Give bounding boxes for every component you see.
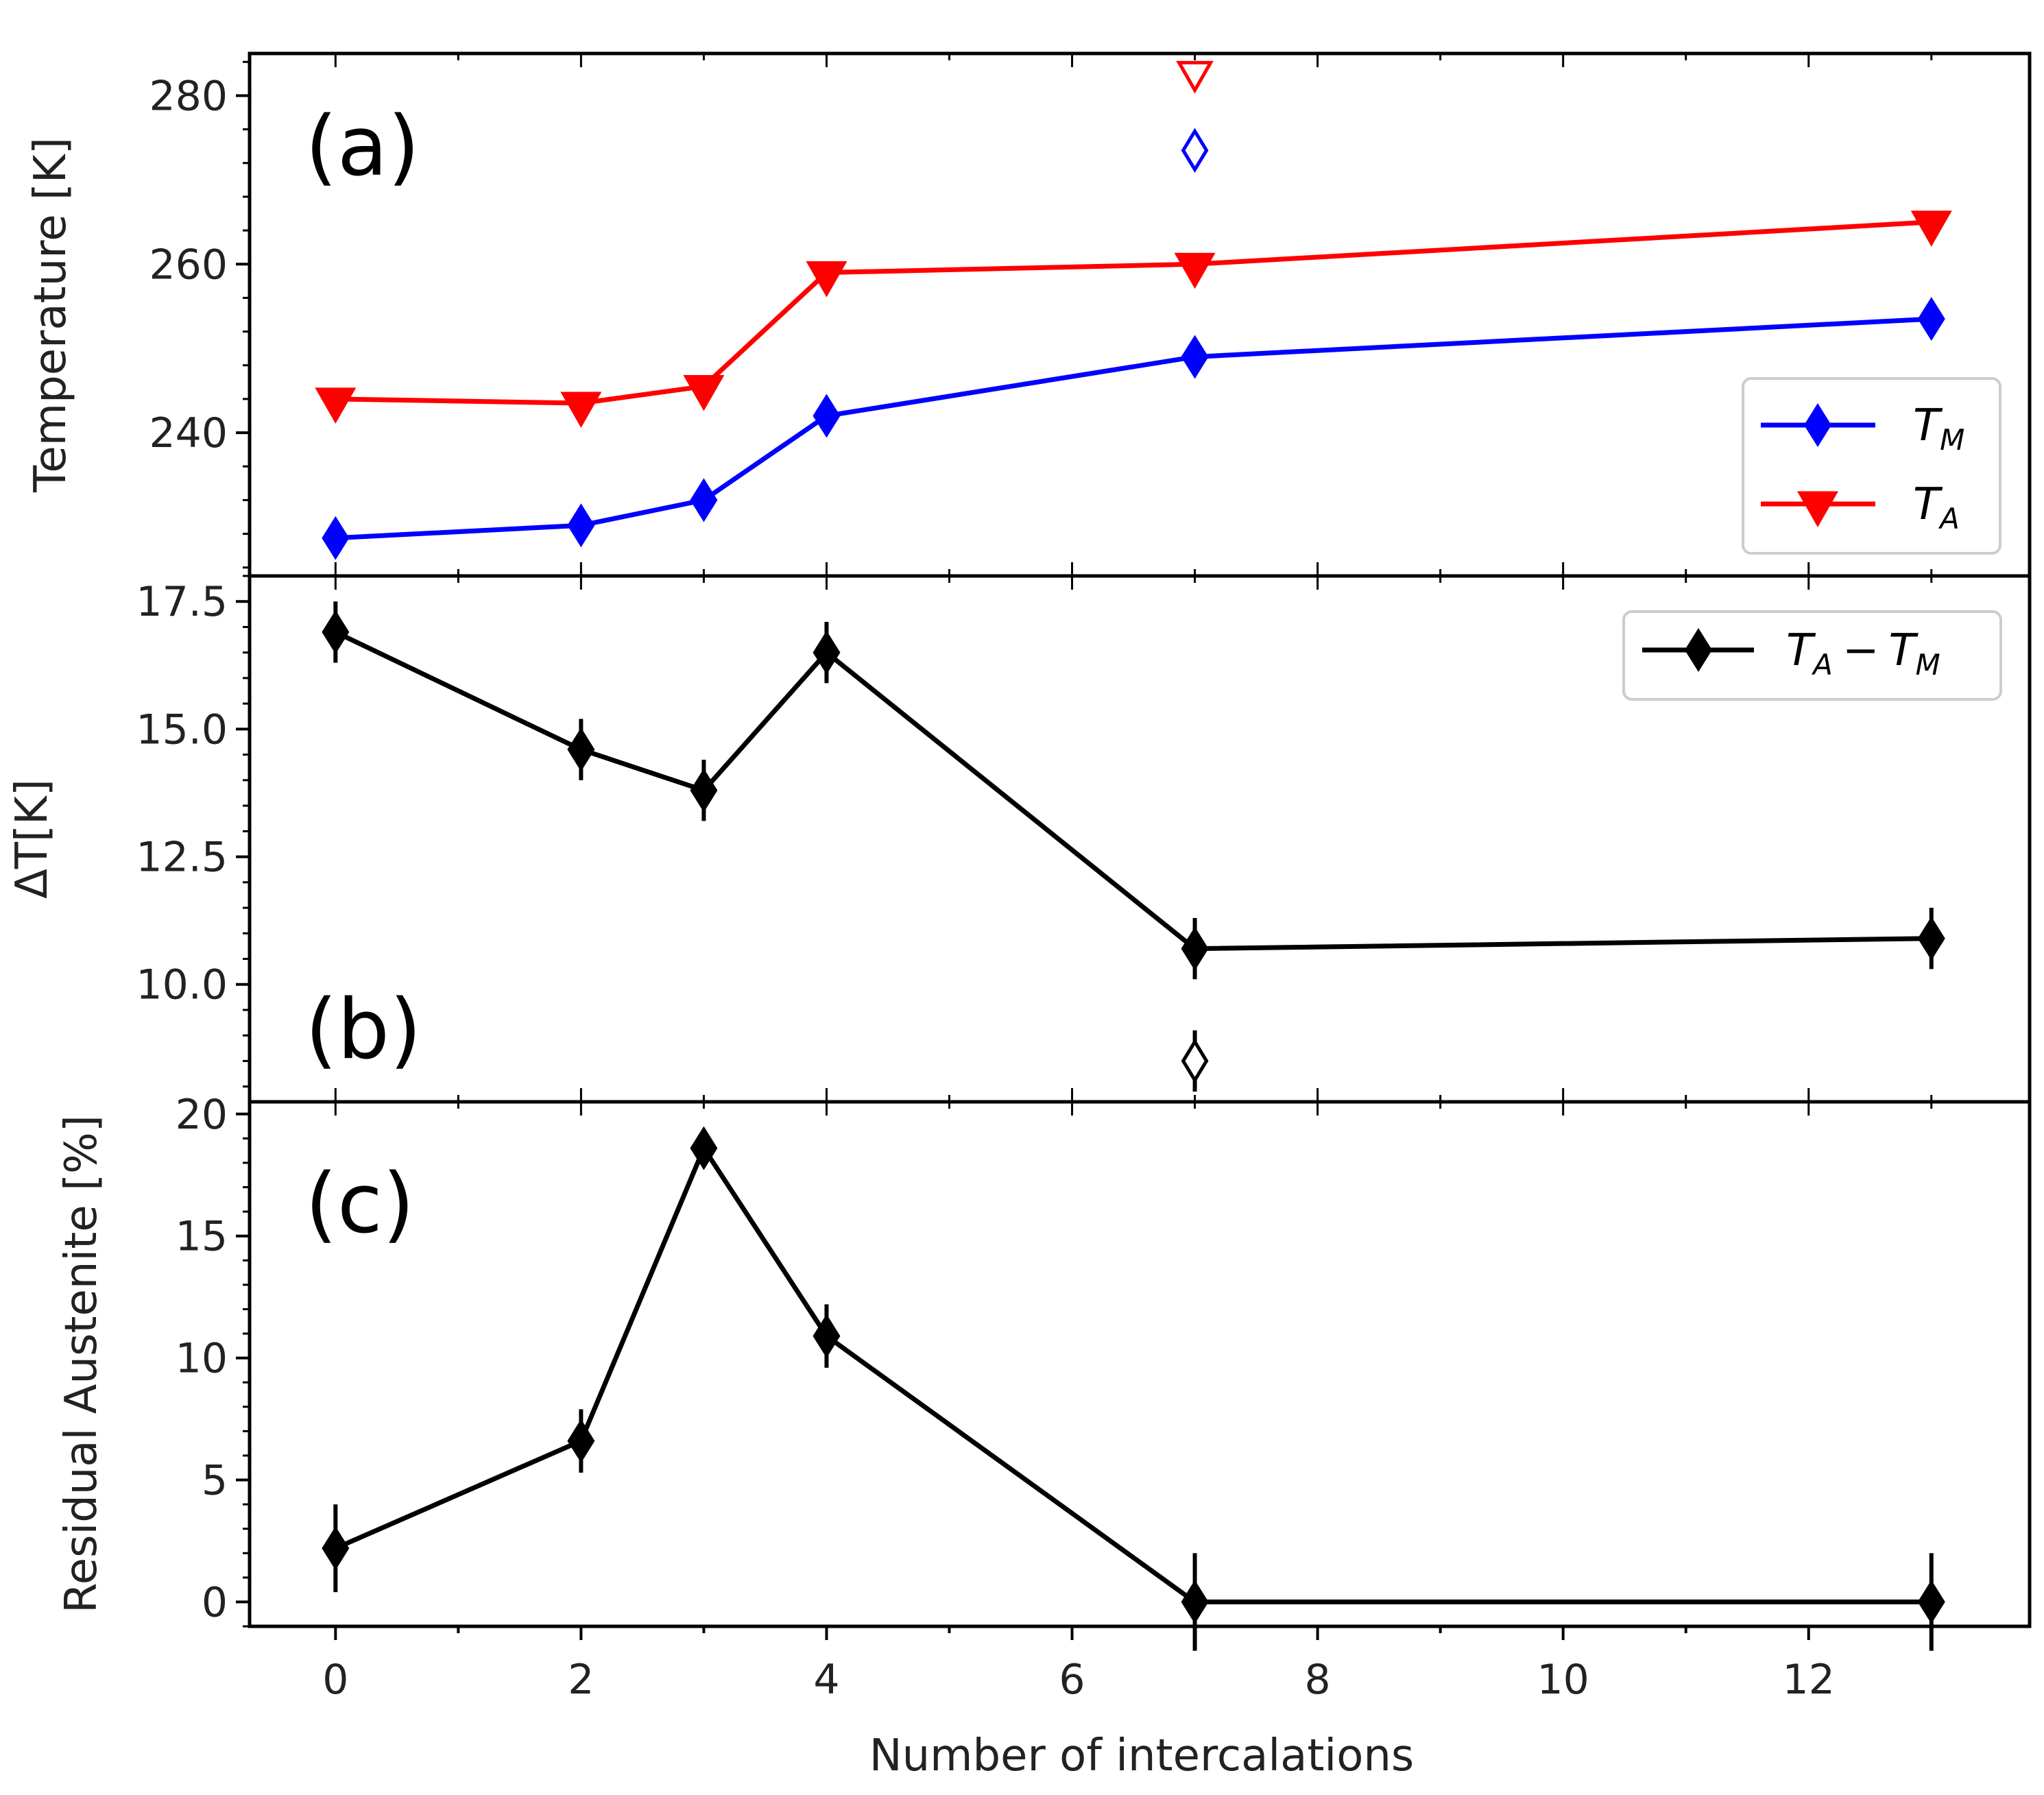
data-point-diamond [813,394,841,438]
data-point-diamond [567,503,595,548]
x-tick-label: 6 [1059,1656,1085,1704]
data-point-diamond [567,1419,595,1463]
panel-c: 0 5 10 15 20 Residual Austenite [%] (c) [56,1091,2032,1651]
data-point-diamond [690,478,718,522]
data-point-triangle [1910,210,1952,247]
legend-label-part: A [1811,648,1833,682]
x-tick-label: 4 [813,1656,839,1704]
open-point-diamond [1181,128,1209,173]
data-point-triangle [806,261,847,298]
data-point-triangle [1174,252,1216,289]
x-tick-label: 0 [322,1656,348,1704]
y-tick-label: 240 [149,409,228,457]
x-tick-label: 8 [1305,1656,1331,1704]
legend-label-part: T [1786,625,1816,676]
series-line-0 [334,1146,1932,1604]
series-line-1 [335,219,1932,406]
x-tick-label: 12 [1783,1656,1835,1704]
y-tick-label: 15 [176,1213,228,1261]
y-tick-label: 260 [149,241,228,289]
data-point-diamond [690,1126,718,1170]
legend-label: TA [1913,479,1960,535]
data-point-diamond [813,1314,841,1358]
data-point-triangle [683,374,725,411]
legend-marker [1804,403,1831,447]
legend-b: TA − TM [1622,610,2002,701]
x-tick-label: 2 [568,1656,594,1704]
data-point-diamond [1181,926,1209,971]
y-tick-label: 12.5 [136,834,228,882]
y-axis-title: ΔT[K] [7,779,58,899]
data-point-diamond [322,610,350,654]
y-tick-label: 10.0 [136,961,228,1009]
y-tick-label: 280 [149,72,228,120]
data-point-diamond [322,1526,350,1571]
data-point-diamond [1917,1580,1945,1624]
series-line-0 [335,316,1932,541]
panel-label: (a) [305,99,420,195]
legend-label-part: M [1916,648,1940,682]
data-point-triangle [560,391,602,429]
data-point-diamond [1917,297,1945,341]
series-line-0 [334,629,1932,952]
panel-label: (b) [305,983,422,1078]
legend-label-sub: A [1938,502,1960,535]
y-axis-title: Temperature [K] [25,137,76,493]
data-point-diamond [1181,335,1209,379]
y-tick-label: 0 [202,1578,228,1626]
y-axis-title: Residual Austenite [%] [56,1115,107,1613]
panel-label: (c) [305,1157,415,1252]
legend-label-main: T [1913,400,1943,451]
open-point-triangle [1176,60,1214,94]
data-point-diamond [690,768,718,812]
x-axis: 0 2 4 6 8 10 12 Number of intercalations [322,1656,1835,1781]
legend-label: TM [1913,400,1964,457]
y-tick-label: 17.5 [136,578,228,626]
legend-label-part: − [1842,625,1879,676]
legend-marker [1685,628,1712,672]
legend-label: TA − TM [1786,625,1940,682]
data-point-diamond [1181,1580,1209,1624]
legend-box [1742,377,2001,555]
axes-frame [248,1100,2032,1628]
legend-box [1622,610,2002,701]
x-axis-title: Number of intercalations [869,1731,1415,1781]
y-tick-label: 15.0 [136,706,228,754]
y-tick-label: 10 [176,1335,228,1383]
panel-a: 240 260 280 Temperature [K] (a) [25,51,2032,578]
open-point-diamond [1181,1038,1209,1084]
y-tick-label: 20 [176,1091,228,1139]
legend-label-part: T [1888,625,1919,676]
x-tick-label: 10 [1537,1656,1589,1704]
y-tick-label: 5 [202,1457,228,1505]
data-point-diamond [813,630,841,675]
legend-marker [1797,491,1838,527]
data-point-diamond [322,516,350,560]
legend-label-main: T [1913,479,1943,530]
data-point-diamond [567,727,595,772]
data-point-triangle [315,387,357,424]
legend-label-sub: M [1940,423,1964,457]
data-point-diamond [1917,916,1945,961]
